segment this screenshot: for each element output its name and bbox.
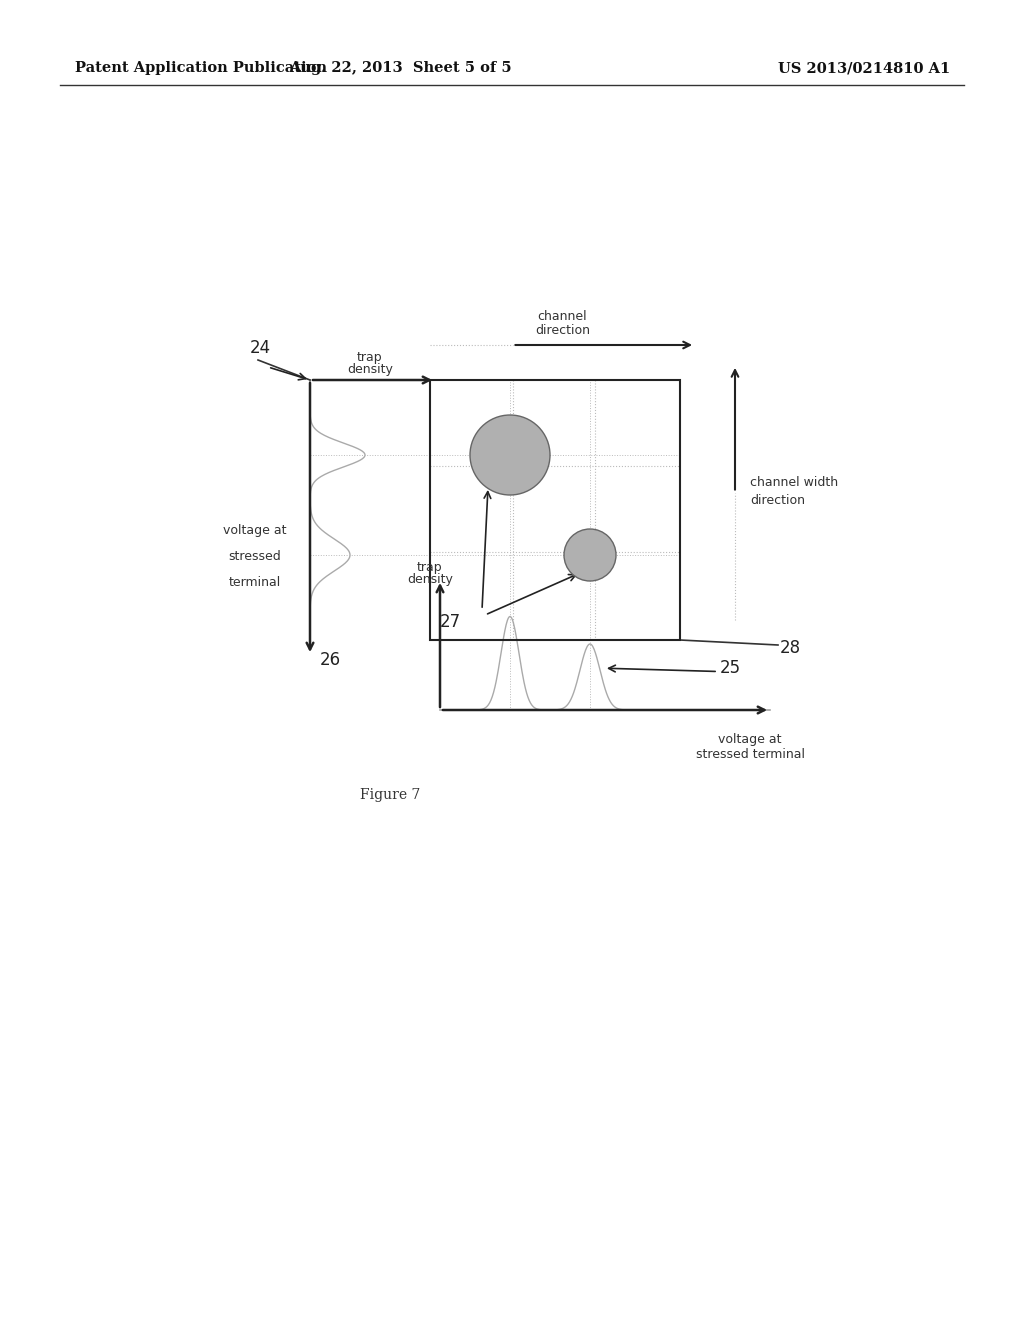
Text: 26: 26 [319, 651, 341, 669]
Text: voltage at: voltage at [223, 524, 287, 537]
Text: channel width: channel width [750, 477, 838, 488]
Text: 27: 27 [440, 612, 461, 631]
Text: trap: trap [357, 351, 383, 364]
Text: 25: 25 [720, 659, 741, 677]
Text: channel: channel [538, 310, 588, 323]
Text: trap: trap [417, 561, 442, 574]
Circle shape [564, 529, 616, 581]
Text: voltage at: voltage at [718, 734, 781, 747]
Text: direction: direction [535, 325, 590, 338]
Bar [430, 380, 680, 640]
Text: Figure 7: Figure 7 [359, 788, 420, 803]
Text: US 2013/0214810 A1: US 2013/0214810 A1 [778, 61, 950, 75]
Text: 24: 24 [250, 339, 271, 356]
Circle shape [470, 414, 550, 495]
Text: density: density [347, 363, 393, 376]
Text: density: density [408, 573, 453, 586]
Text: 28: 28 [780, 639, 801, 657]
Text: stressed terminal: stressed terminal [695, 747, 805, 760]
Text: direction: direction [750, 494, 805, 507]
Text: terminal: terminal [229, 577, 282, 589]
Text: Aug. 22, 2013  Sheet 5 of 5: Aug. 22, 2013 Sheet 5 of 5 [289, 61, 511, 75]
Text: Patent Application Publication: Patent Application Publication [75, 61, 327, 75]
Text: stressed: stressed [228, 550, 282, 564]
